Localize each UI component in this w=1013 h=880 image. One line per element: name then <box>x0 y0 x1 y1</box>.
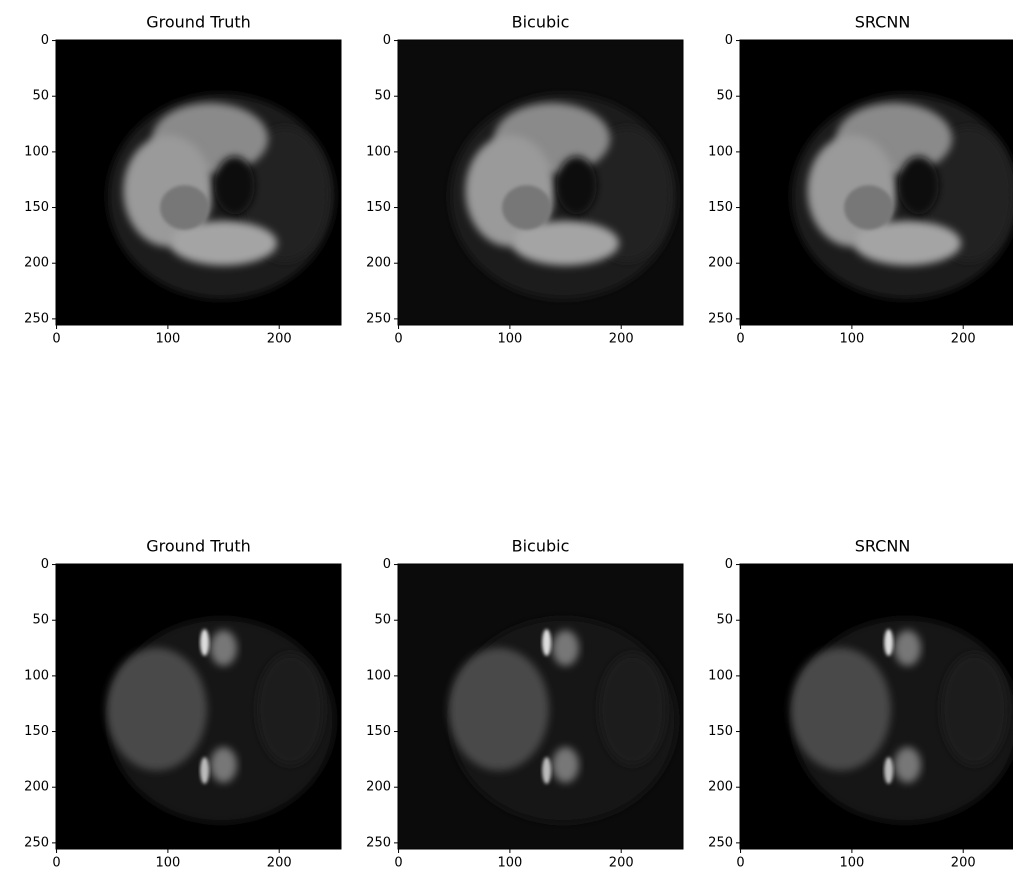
subplot: SRCNN 0 100 200 0 50 100 150 200 250 <box>708 13 1013 347</box>
x-tick-label: 0 <box>736 332 744 347</box>
y-tick-label: 100 <box>366 668 391 683</box>
subplot: Ground Truth 0 100 200 0 50 100 150 200 250 <box>24 13 341 347</box>
x-tick-label: 100 <box>497 856 522 871</box>
image <box>56 564 341 849</box>
y-tick-label: 100 <box>24 144 49 159</box>
y-tick-label: 200 <box>24 256 49 271</box>
y-tick-label: 0 <box>41 33 49 48</box>
figure: Ground Truth0100200050100150200250Bicubi… <box>0 0 1013 880</box>
y-tick-label: 50 <box>716 89 733 104</box>
subplot-title: Bicubic <box>512 13 570 32</box>
x-tick-label: 0 <box>52 332 60 347</box>
subplot-title: SRCNN <box>855 13 911 32</box>
x-tick-label: 200 <box>267 856 292 871</box>
subplot: Bicubic 0 100 200 0 50 100 150 200 250 <box>366 13 683 347</box>
y-tick-label: 50 <box>32 613 49 628</box>
x-tick-label: 100 <box>497 332 522 347</box>
y-tick-label: 250 <box>24 311 49 326</box>
y-tick-label: 150 <box>24 200 49 215</box>
y-tick-label: 50 <box>32 89 49 104</box>
y-tick-label: 50 <box>374 613 391 628</box>
y-tick-label: 250 <box>366 835 391 850</box>
subplot: Ground Truth 0 100 200 0 50 100 150 200 250 <box>24 537 341 871</box>
y-tick-label: 200 <box>366 256 391 271</box>
x-tick-label: 100 <box>839 856 864 871</box>
subplot-title: SRCNN <box>855 537 911 556</box>
y-tick-label: 150 <box>366 200 391 215</box>
y-tick-label: 100 <box>366 144 391 159</box>
subplot: Bicubic 0 100 200 0 50 100 150 200 250 <box>366 537 683 871</box>
x-tick-label: 0 <box>52 856 60 871</box>
x-tick-label: 200 <box>267 332 292 347</box>
subplot-title: Bicubic <box>512 537 570 556</box>
image <box>740 564 1013 849</box>
x-tick-label: 200 <box>951 332 976 347</box>
y-tick-label: 150 <box>708 200 733 215</box>
x-tick-label: 100 <box>155 332 180 347</box>
y-tick-label: 150 <box>708 724 733 739</box>
x-tick-label: 200 <box>951 856 976 871</box>
y-tick-label: 0 <box>41 557 49 572</box>
image <box>398 564 683 849</box>
image <box>398 40 683 325</box>
x-tick-label: 100 <box>155 856 180 871</box>
image <box>740 40 1013 325</box>
y-tick-label: 50 <box>374 89 391 104</box>
y-tick-label: 100 <box>708 144 733 159</box>
subplot-title: Ground Truth <box>146 13 251 32</box>
image <box>56 40 341 325</box>
subplot: SRCNN 0 100 200 0 50 100 150 200 250 <box>708 537 1013 871</box>
x-tick-label: 200 <box>609 332 634 347</box>
y-tick-label: 200 <box>708 780 733 795</box>
x-tick-label: 0 <box>394 332 402 347</box>
y-tick-label: 200 <box>708 256 733 271</box>
y-tick-label: 250 <box>708 311 733 326</box>
y-tick-label: 150 <box>24 724 49 739</box>
y-tick-label: 0 <box>383 557 391 572</box>
y-tick-label: 250 <box>708 835 733 850</box>
subplot-title: Ground Truth <box>146 537 251 556</box>
y-tick-label: 250 <box>24 835 49 850</box>
y-tick-label: 100 <box>24 668 49 683</box>
x-tick-label: 100 <box>839 332 864 347</box>
x-tick-label: 0 <box>736 856 744 871</box>
y-tick-label: 200 <box>24 780 49 795</box>
y-tick-label: 50 <box>716 613 733 628</box>
y-tick-label: 100 <box>708 668 733 683</box>
y-tick-label: 0 <box>725 33 733 48</box>
y-tick-label: 250 <box>366 311 391 326</box>
x-tick-label: 200 <box>609 856 634 871</box>
y-tick-label: 0 <box>725 557 733 572</box>
y-tick-label: 0 <box>383 33 391 48</box>
y-tick-label: 200 <box>366 780 391 795</box>
x-tick-label: 0 <box>394 856 402 871</box>
y-tick-label: 150 <box>366 724 391 739</box>
